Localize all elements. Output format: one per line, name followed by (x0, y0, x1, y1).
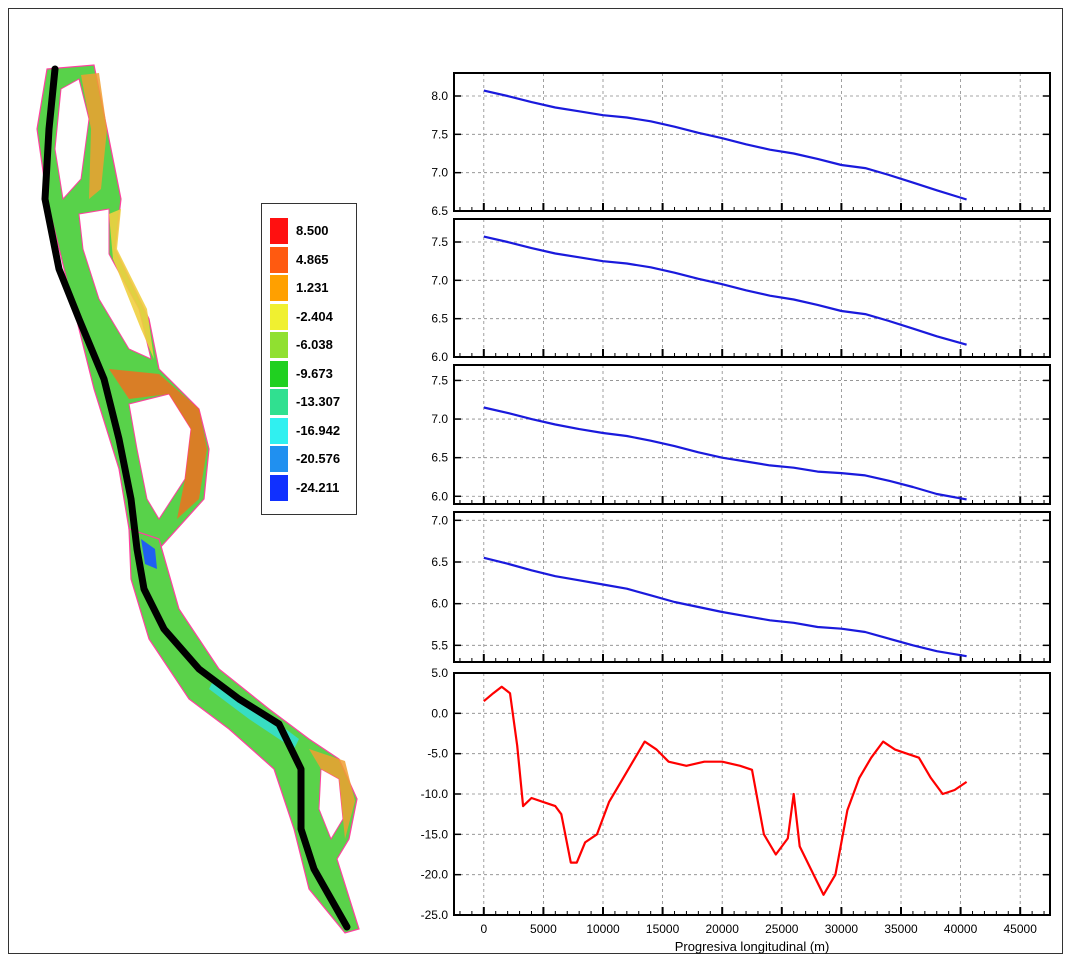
y-tick-label: 7.5 (431, 127, 448, 141)
legend-label: 1.231 (296, 280, 329, 295)
y-tick-label: 6.5 (431, 204, 448, 218)
legend-swatch (270, 417, 288, 444)
series-line (483, 89, 967, 201)
legend-swatch (270, 474, 288, 501)
x-tick-label: 5000 (530, 922, 557, 936)
legend-swatch (270, 246, 288, 273)
y-tick-label: 6.5 (431, 451, 448, 465)
plot-background (454, 512, 1050, 662)
y-tick-label: 7.0 (431, 513, 448, 527)
figure-frame: 8.500 4.865 1.231 -2.404 -6.038 -9.673 -13.307… (8, 8, 1063, 954)
legend-entry: -16.942 (270, 417, 350, 444)
plot-frame (453, 72, 1051, 212)
y-tick-label: -15.0 (421, 827, 449, 841)
series-line (483, 685, 968, 896)
river-centerline (41, 65, 351, 931)
legend-entry: 1.231 (270, 275, 350, 301)
x-axis-label: Progresiva longitudinal (m) (675, 939, 830, 954)
plot-frame (453, 672, 1051, 916)
legend-label: -20.576 (296, 451, 341, 466)
legend-swatch (270, 218, 288, 244)
legend-label: -6.038 (296, 337, 333, 352)
longitudinal-profile-charts: 6.5 7.0 7.5 8.0 6.0 6.5 7.0 7.5 6.0 6.5 7.0 7.5 5.5 6… (421, 72, 1051, 954)
y-tick-label: 5.0 (431, 666, 448, 680)
legend-entry: -20.576 (270, 446, 350, 472)
y-tick-label: 6.0 (431, 350, 448, 364)
shallow-zone-4 (309, 749, 355, 839)
deep-zone (141, 539, 157, 569)
legend-swatch (270, 389, 288, 415)
shallow-zone-1 (81, 73, 107, 199)
y-tick-label: 7.0 (431, 412, 448, 426)
x-tick-label: 20000 (706, 922, 740, 936)
legend-entry: 8.500 (270, 218, 350, 244)
series-line (483, 556, 967, 658)
y-tick-label: 7.5 (431, 235, 448, 249)
legend-swatch (270, 360, 288, 387)
y-tick-label: 6.0 (431, 597, 448, 611)
plot-background (454, 219, 1050, 357)
x-tick-label: 0 (480, 922, 487, 936)
x-tick-label: 40000 (944, 922, 978, 936)
legend-entry: -13.307 (270, 389, 350, 415)
y-tick-label: 7.5 (431, 373, 448, 387)
x-tick-label: 15000 (646, 922, 680, 936)
y-tick-label: 0.0 (431, 706, 448, 720)
x-tick-label: 30000 (825, 922, 859, 936)
y-tick-label: -20.0 (421, 868, 449, 882)
y-tick-label: 6.5 (431, 312, 448, 326)
legend-swatch (270, 303, 288, 330)
y-tick-label: 6.5 (431, 555, 448, 569)
y-tick-label: -10.0 (421, 787, 449, 801)
legend-label: -24.211 (296, 479, 340, 495)
x-tick-label: 25000 (765, 922, 799, 936)
legend-label: 4.865 (296, 251, 329, 267)
legend-label: -13.307 (296, 394, 341, 409)
plot-frame (453, 511, 1051, 663)
y-tick-label: 7.0 (431, 166, 448, 180)
legend-entry: -9.673 (270, 360, 350, 387)
legend-entry: -6.038 (270, 332, 350, 358)
plot-frame (453, 364, 1051, 505)
x-tick-label: 10000 (586, 922, 620, 936)
y-tick-label: 6.0 (431, 489, 448, 503)
legend-entry: -2.404 (270, 303, 350, 330)
legend-label: 8.500 (296, 223, 329, 238)
legend-label: -9.673 (296, 365, 333, 381)
color-legend: 8.500 4.865 1.231 -2.404 -6.038 -9.673 -13.307… (261, 203, 357, 515)
y-tick-label: 7.0 (431, 273, 448, 287)
legend-swatch (270, 275, 288, 301)
island-2 (78, 208, 152, 360)
plot-background (454, 673, 1050, 915)
legend-swatch (270, 332, 288, 358)
island-1 (54, 78, 90, 201)
river-depth-map (36, 64, 360, 934)
legend-swatch (270, 446, 288, 472)
x-tick-label: 45000 (1004, 922, 1038, 936)
legend-entry: 4.865 (270, 246, 350, 273)
island-3 (128, 393, 192, 520)
series-line (483, 406, 967, 501)
shallow-zone-3 (109, 209, 154, 359)
plot-frame (453, 218, 1051, 358)
x-tick-label: 35000 (884, 922, 918, 936)
y-tick-label: 5.5 (431, 638, 448, 652)
legend-entry: -24.211 (270, 474, 350, 501)
shallow-zone-2 (109, 369, 207, 519)
series-line (483, 235, 967, 346)
y-tick-label: 8.0 (431, 89, 448, 103)
plot-background (454, 73, 1050, 211)
legend-label: -16.942 (296, 422, 341, 438)
y-tick-label: -5.0 (427, 747, 448, 761)
y-tick-label: -25.0 (421, 908, 449, 922)
plot-background (454, 365, 1050, 504)
legend-label: -2.404 (296, 308, 333, 324)
